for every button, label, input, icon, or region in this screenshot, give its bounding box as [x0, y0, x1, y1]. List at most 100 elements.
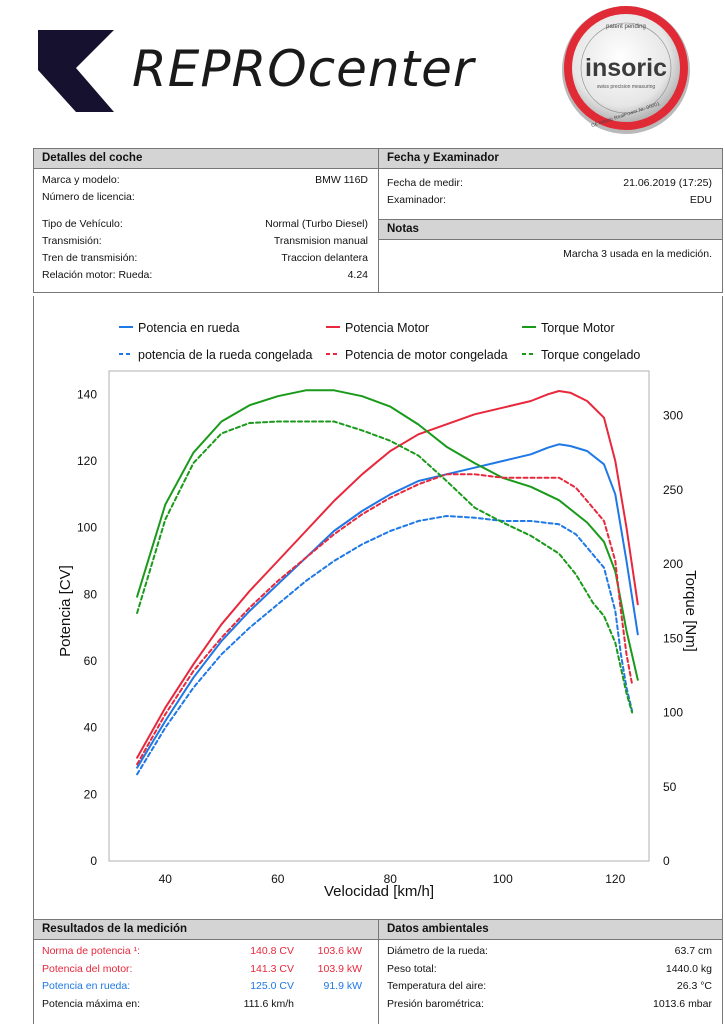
y-tick-label: 140 [77, 387, 97, 401]
y2-tick-label: 200 [663, 557, 683, 571]
license-label: Número de licencia: [42, 191, 135, 203]
brand-name-caps: REPRO [132, 40, 308, 98]
seal-name: insoric [585, 54, 667, 82]
result-cv: 141.3 CV [250, 962, 294, 975]
result-row: Potencia en rueda: 125.0 CV 91.9 kW [34, 978, 378, 996]
results-rows: Norma de potencia ¹: 140.8 CV 103.6 kW Pote… [34, 940, 378, 1013]
legend-label: Torque congelado [541, 348, 640, 362]
result-kw: 91.9 kW [323, 980, 362, 992]
legend-label: Torque Motor [541, 321, 615, 335]
date-value: 21.06.2019 (17:25) [623, 177, 712, 189]
result-kw: 103.9 kW [317, 962, 362, 975]
make-label: Marca y modelo: [42, 174, 120, 186]
results-title: Resultados de la medición [34, 920, 378, 940]
drivetrain-row: Tren de transmisión: Traccion delantera [34, 250, 378, 267]
result-label: Potencia máxima en: [42, 997, 141, 1010]
series-line-2 [136, 390, 639, 759]
ratio-value: 4.24 [347, 269, 368, 281]
env-row: Diámetro de la rueda: 63.7 cm [379, 943, 722, 961]
series-line-3 [136, 389, 639, 681]
license-row: Número de licencia: [34, 189, 378, 206]
y-tick-label: 40 [84, 721, 98, 735]
x-tick-label: 40 [159, 872, 173, 886]
legend-label: Potencia Motor [345, 321, 429, 335]
env-row: Temperatura del aire: 26.3 °C [379, 978, 722, 996]
env-value: 63.7 cm [674, 945, 712, 957]
result-row: Norma de potencia ¹: 140.8 CV 103.6 kW [34, 943, 378, 961]
series-line-5 [136, 473, 634, 766]
dyno-chart-frame: Potencia en rueda Potencia Motor Torque Mo… [33, 296, 723, 920]
x-tick-label: 80 [384, 872, 398, 886]
x-tick-label: 120 [605, 872, 625, 886]
result-label: Norma de potencia ¹: [42, 945, 141, 957]
examiner-row: Examinador: EDU [379, 192, 722, 209]
ratio-label: Relación motor: Rueda: [42, 269, 153, 281]
y2-tick-label: 150 [663, 631, 683, 645]
chart-lines [136, 389, 639, 776]
vehicle-type-label: Tipo de Vehículo: [42, 218, 123, 230]
legend-label: Potencia de motor congelada [345, 348, 508, 362]
transmission-value: Transmision manual [273, 235, 368, 247]
y2-tick-label: 100 [663, 706, 683, 720]
legend-label: Potencia en rueda [138, 321, 240, 335]
results-panel: Resultados de la medición Norma de poten… [33, 919, 379, 1024]
env-label: Presión barométrica: [387, 997, 484, 1010]
make-row: Marca y modelo: BMW 116D [34, 172, 378, 189]
result-cv: 111.6 km/h [243, 997, 294, 1010]
date-examiner-title: Fecha y Examinador [379, 149, 722, 169]
notes-row: Marcha 3 usada en la medición. [379, 240, 722, 264]
notes-title: Notas [379, 220, 722, 240]
drivetrain-label: Tren de transmisión: [42, 252, 138, 264]
chart-ticks: 40 60 80 100 120 0 20 40 60 80 100 120 140 0 50 100 150 2… [77, 387, 683, 886]
notes-text: Marcha 3 usada en la medición. [563, 248, 712, 260]
brand-name: REPROcenter [132, 40, 474, 98]
brand-name-rest: center [307, 40, 475, 98]
y2-tick-label: 0 [663, 854, 670, 868]
make-value: BMW 116D [315, 174, 368, 186]
y-tick-label: 0 [90, 854, 97, 868]
result-row: Potencia del motor: 141.3 CV 103.9 kW [34, 961, 378, 979]
env-value: 1440.0 kg [665, 962, 712, 975]
series-line-1 [136, 443, 639, 769]
env-row: Presión barométrica: 1013.6 mbar [379, 996, 722, 1014]
y-axis-label: Potencia [CV] [57, 565, 74, 657]
y-tick-label: 100 [77, 521, 97, 535]
result-cv: 125.0 CV [250, 980, 294, 992]
series-line-6 [136, 420, 634, 714]
env-value: 1013.6 mbar [653, 997, 712, 1010]
env-label: Diámetro de la rueda: [387, 945, 488, 957]
date-row: Fecha de medir: 21.06.2019 (17:25) [379, 175, 722, 192]
seal-subtitle: swiss precision measuring [597, 84, 656, 90]
date-label: Fecha de medir: [387, 177, 463, 189]
y2-tick-label: 50 [663, 780, 677, 794]
result-kw: 103.6 kW [317, 945, 362, 957]
y-tick-label: 60 [84, 654, 98, 668]
insoric-seal-logo: insoric swiss precision measuring patent… [562, 6, 690, 134]
env-rows: Diámetro de la rueda: 63.7 cm Peso total: 1… [379, 940, 722, 1013]
x-tick-label: 60 [271, 872, 285, 886]
env-value: 26.3 °C [676, 980, 712, 992]
notes-panel: Notas Marcha 3 usada en la medición. [378, 219, 723, 293]
seal-top-text: patent pending [606, 24, 646, 30]
x-axis-label: Velocidad [km/h] [324, 883, 434, 900]
env-label: Peso total: [387, 962, 437, 975]
y2-axis-label: Torque [Nm] [682, 570, 699, 652]
examiner-label: Examinador: [387, 194, 446, 206]
report-header: REPROcenter insoric swiss precision meas… [0, 0, 725, 140]
car-details-panel: Detalles del coche Marca y modelo: BMW 11… [33, 148, 379, 293]
result-row: Potencia máxima en: 111.6 km/h [34, 996, 378, 1014]
y2-tick-label: 300 [663, 409, 683, 423]
result-label: Potencia del motor: [42, 962, 133, 975]
x-tick-label: 100 [493, 872, 513, 886]
series-line-4 [136, 515, 634, 776]
transmission-label: Transmisión: [42, 235, 102, 247]
plot-area [108, 370, 650, 862]
drivetrain-value: Traccion delantera [281, 252, 368, 264]
transmission-row: Transmisión: Transmision manual [34, 233, 378, 250]
y-tick-label: 20 [84, 787, 98, 801]
examiner-value: EDU [689, 194, 712, 206]
car-details-title: Detalles del coche [34, 149, 378, 169]
y2-tick-label: 250 [663, 483, 683, 497]
result-label: Potencia en rueda: [42, 980, 131, 992]
legend-label: potencia de la rueda congelada [138, 348, 312, 362]
